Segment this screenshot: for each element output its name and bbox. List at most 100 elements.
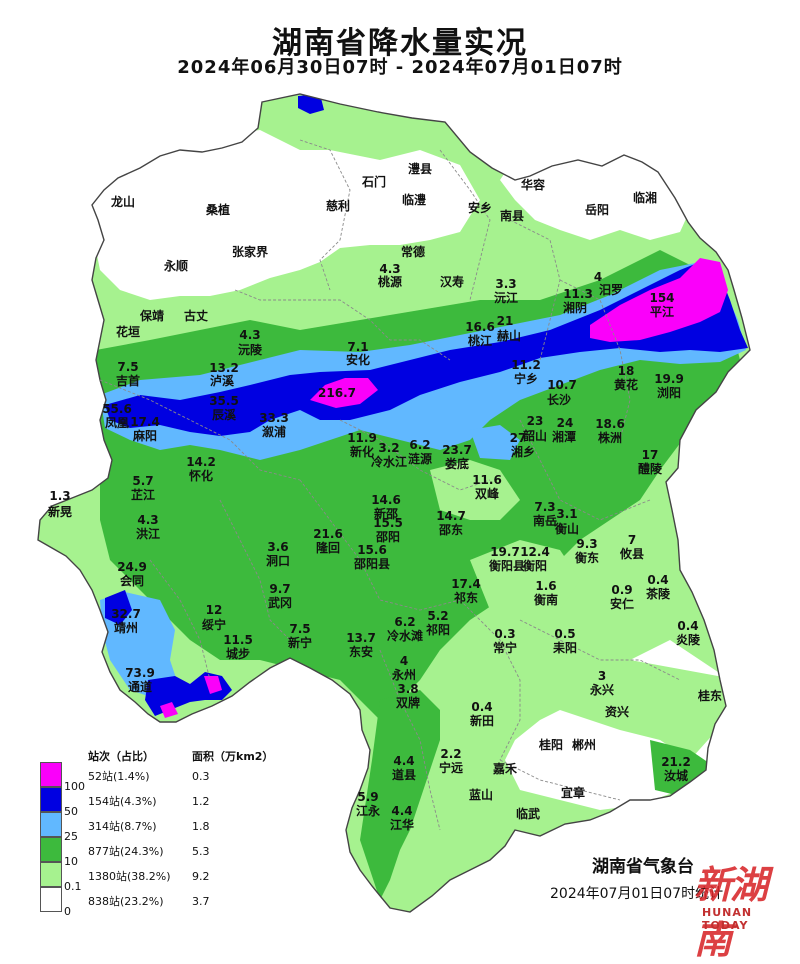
- legend-header-count: 站次（占比）: [88, 750, 154, 763]
- fill-blue-sw: [105, 590, 132, 625]
- place-name: 新田: [470, 713, 494, 728]
- station-value: 11.9: [347, 431, 377, 445]
- place-name: 宁乡: [514, 371, 538, 386]
- place-name: 武冈: [268, 595, 292, 610]
- place-name: 衡南: [534, 592, 558, 607]
- place-name: 汉寿: [440, 274, 464, 289]
- boundary-line: [234, 289, 451, 361]
- place-name: 安仁: [610, 596, 634, 611]
- place-name: 洞口: [266, 554, 290, 568]
- station-value: 3.6: [267, 540, 288, 554]
- station-value: 5.9: [357, 790, 378, 804]
- place-name: 新邵: [374, 506, 398, 521]
- place-name: 桑植: [206, 202, 230, 217]
- place-name: 安化: [346, 352, 370, 367]
- station-value: 18.6: [595, 417, 625, 431]
- station-value: 1.3: [49, 489, 70, 503]
- place-name: 沅陵: [238, 342, 263, 357]
- station-value: 0.5: [554, 627, 575, 641]
- place-name: 长沙: [547, 392, 571, 407]
- station-value: 12.4: [520, 545, 550, 559]
- station-value: 23: [527, 414, 544, 428]
- place-name: 衡东: [575, 550, 599, 565]
- place-name: 桂阳: [538, 737, 563, 752]
- station-value: 35.5: [209, 394, 239, 408]
- station-value: 19.7: [490, 545, 520, 559]
- place-name: 华容: [521, 177, 545, 192]
- agency-name: 湖南省气象台: [592, 857, 694, 877]
- place-name: 南县: [500, 208, 524, 223]
- place-name: 通道: [128, 679, 152, 694]
- place-name: 石门: [361, 174, 386, 189]
- place-name: 岳阳: [585, 202, 609, 217]
- station-value: 17.4: [451, 577, 481, 591]
- boundary-line: [379, 649, 441, 831]
- boundary-line: [149, 559, 211, 681]
- legend-row: 154站(4.3%) 1.2: [88, 793, 210, 809]
- legend-swatch: [40, 787, 62, 812]
- legend-threshold: 25: [64, 830, 78, 843]
- stat-time: 2024年07月01日07时统计: [550, 886, 724, 902]
- station-value: 3.3: [495, 277, 516, 291]
- station-value: 0.4: [647, 573, 668, 587]
- place-name: 湘阴: [563, 300, 587, 315]
- place-name: 道县: [392, 767, 416, 782]
- boundary-line: [459, 599, 521, 761]
- legend-threshold: 0.1: [64, 880, 82, 893]
- legend-header-area: 面积（万km2）: [192, 750, 274, 763]
- station-value: 55.6: [102, 402, 132, 416]
- place-name: 湘乡: [511, 444, 535, 459]
- place-name: 郴州: [572, 738, 596, 752]
- station-value: 13.2: [209, 361, 239, 375]
- legend-threshold: 50: [64, 805, 78, 818]
- station-value: 11.6: [472, 473, 502, 487]
- station-value: 24: [557, 416, 574, 430]
- place-name: 麻阳: [132, 428, 157, 443]
- place-name: 桂东: [697, 688, 722, 703]
- station-value: 6.2: [394, 615, 415, 629]
- place-name: 永顺: [163, 258, 188, 273]
- fill-blue-band: [105, 262, 748, 436]
- station-value: 17.4: [130, 415, 160, 429]
- station-value: 4: [594, 270, 602, 284]
- station-value: 23.7: [442, 443, 472, 457]
- place-name: 醴陵: [638, 461, 663, 476]
- place-name: 靖州: [114, 620, 138, 635]
- place-name: 新化: [350, 444, 374, 459]
- legend-area: 0.3: [192, 770, 210, 783]
- station-value: 21: [497, 314, 514, 328]
- legend-swatch: [40, 887, 62, 912]
- station-value: 27: [510, 431, 527, 445]
- place-name: 湘潭: [552, 429, 576, 444]
- place-name: 龙山: [111, 194, 135, 209]
- place-name: 临武: [516, 806, 540, 821]
- boundary-line: [299, 479, 461, 611]
- station-value: 5.2: [427, 609, 448, 623]
- station-value: 7.3: [534, 500, 555, 514]
- place-name: 江华: [390, 817, 414, 832]
- station-value: 19.9: [654, 372, 684, 386]
- place-name: 黄花: [614, 377, 638, 392]
- station-value: 4.3: [379, 262, 400, 276]
- legend-station-count: 1380站(38.2%): [88, 870, 171, 883]
- legend-station-count: 877站(24.3%): [88, 845, 164, 858]
- station-value: 7.5: [117, 360, 138, 374]
- place-name: 安乡: [468, 200, 492, 215]
- place-name: 保靖: [139, 308, 164, 323]
- station-value: 73.9: [125, 666, 155, 680]
- place-name: 永兴: [589, 682, 614, 697]
- fill-green-south: [360, 690, 440, 900]
- place-name: 洪江: [136, 526, 160, 541]
- place-name: 东安: [349, 644, 373, 659]
- place-name: 浏阳: [657, 385, 681, 400]
- station-value: 12: [206, 603, 223, 617]
- station-value: 4.3: [137, 513, 158, 527]
- station-value: 7: [628, 533, 636, 547]
- boundary-line: [519, 419, 651, 521]
- place-name: 蓝山: [469, 787, 493, 802]
- station-value: 11.2: [511, 358, 541, 372]
- station-value: 4: [400, 654, 408, 668]
- legend-station-count: 154站(4.3%): [88, 795, 157, 808]
